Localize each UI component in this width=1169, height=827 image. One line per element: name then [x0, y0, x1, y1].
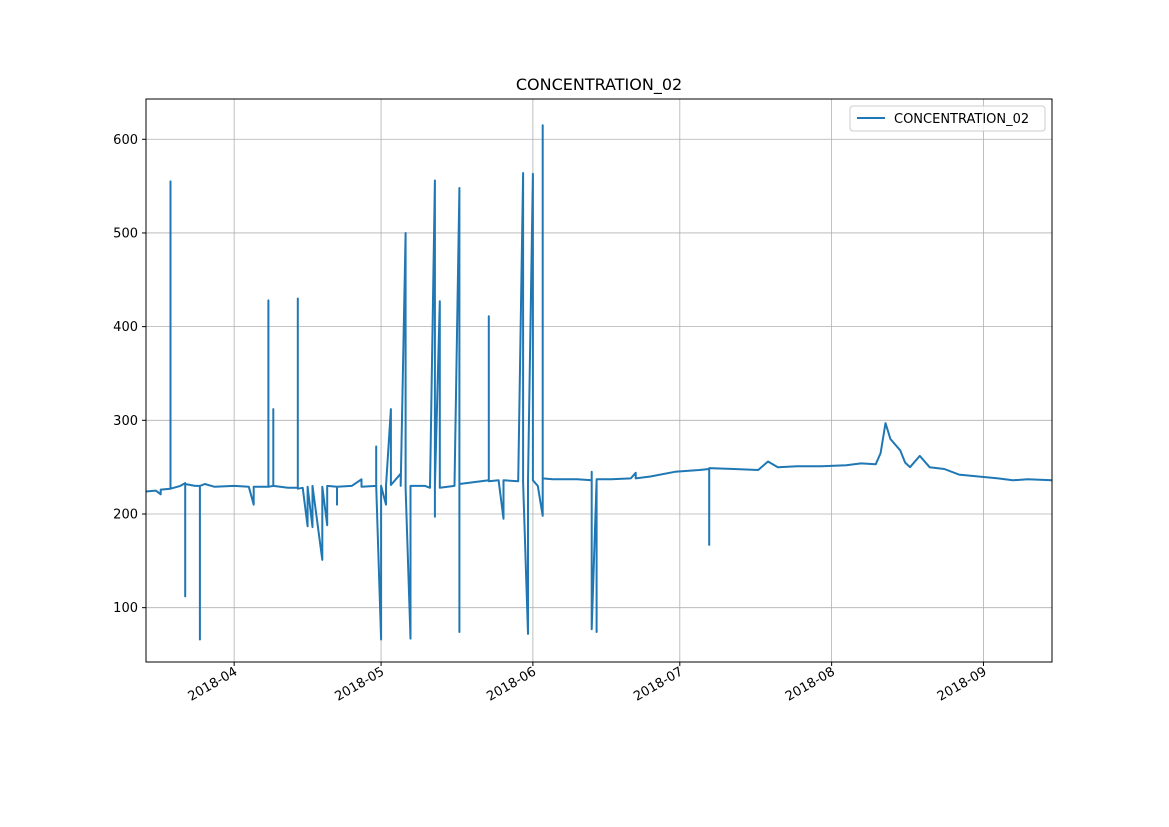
legend: CONCENTRATION_02: [849, 105, 1046, 132]
series-line-concentration-02: [145, 124, 1053, 641]
legend-box: [849, 105, 1046, 132]
y-axis: 100 200 300 400 500 600: [113, 133, 146, 616]
y-tick-label: 500: [113, 226, 138, 241]
plot-frame: [145, 98, 1053, 663]
y-tick-label: 300: [113, 414, 138, 429]
y-tick-label: 400: [113, 320, 138, 335]
y-tick-label: 100: [113, 601, 138, 616]
y-tick-label: 600: [113, 133, 138, 148]
y-tick-label: 200: [113, 507, 138, 522]
legend-label-concentration-02: CONCENTRATION_02: [894, 112, 1029, 127]
chart-title: CONCENTRATION_02: [516, 75, 682, 95]
series-group: [145, 124, 1053, 641]
